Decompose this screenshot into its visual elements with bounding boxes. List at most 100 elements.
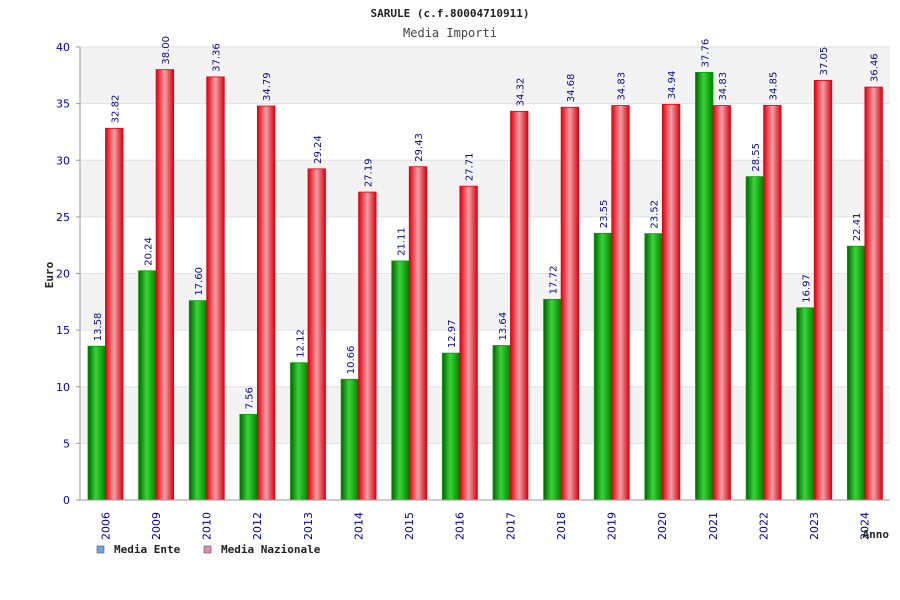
x-tick-label: 2023 — [808, 512, 821, 540]
value-label: 37.36 — [212, 43, 223, 72]
bar-media-nazionale-2019 — [611, 105, 630, 501]
bar-media-ente-2015 — [391, 260, 410, 501]
bar-media-nazionale-2023 — [813, 80, 833, 501]
bars — [87, 69, 883, 501]
y-tick-label: 15 — [56, 324, 70, 337]
bar-media-nazionale-2021 — [712, 105, 731, 501]
legend: Media Ente Media Nazionale — [96, 543, 321, 556]
y-tick-label: 10 — [56, 381, 70, 394]
value-label: 34.32 — [515, 78, 526, 107]
value-label: 17.72 — [548, 266, 559, 295]
bar-media-nazionale-2006 — [105, 127, 124, 501]
x-tick-label: 2010 — [201, 512, 214, 540]
bar-media-ente-2021 — [695, 71, 714, 501]
x-tick-label: 2015 — [403, 512, 416, 540]
bar-media-ente-2006 — [87, 345, 106, 501]
value-label: 10.66 — [346, 346, 357, 375]
legend-swatch-media-nazionale — [203, 545, 212, 554]
value-label: 29.24 — [313, 135, 324, 164]
y-tick-label: 30 — [56, 154, 70, 167]
x-tick-label: 2019 — [606, 512, 619, 540]
y-axis-label: Euro — [43, 261, 56, 288]
bar-media-nazionale-2010 — [206, 76, 225, 501]
value-label: 27.71 — [465, 153, 476, 182]
value-label: 37.76 — [700, 39, 711, 68]
value-label: 28.55 — [751, 143, 762, 172]
y-tick-label: 5 — [63, 437, 70, 450]
y-tick-label: 40 — [56, 41, 70, 54]
bar-media-ente-2013 — [290, 362, 309, 501]
x-tick-label: 2006 — [99, 512, 112, 540]
value-label: 27.19 — [363, 158, 374, 187]
bar-media-ente-2022 — [745, 176, 765, 501]
value-label: 23.52 — [650, 200, 661, 229]
value-label: 34.83 — [617, 72, 628, 101]
bar-media-ente-2024 — [846, 245, 866, 501]
x-tick-label: 2013 — [302, 512, 315, 540]
legend-label-media-nazionale: Media Nazionale — [221, 543, 321, 556]
bar-media-ente-2012 — [239, 413, 258, 501]
bar-media-ente-2009 — [138, 270, 157, 501]
value-label: 23.55 — [599, 200, 610, 229]
x-tick-label: 2016 — [454, 512, 467, 540]
bar-media-ente-2023 — [796, 307, 815, 501]
x-tick-label: 2021 — [707, 512, 720, 540]
value-label: 34.85 — [768, 72, 779, 101]
value-label: 34.83 — [718, 72, 729, 101]
bar-media-nazionale-2017 — [510, 110, 529, 501]
value-label: 29.43 — [414, 133, 425, 162]
value-label: 12.97 — [447, 319, 458, 348]
value-label: 34.79 — [262, 72, 273, 101]
legend-swatch-media-ente — [96, 545, 105, 554]
y-tick-label: 35 — [56, 98, 70, 111]
y-axis-ticks: 0 5 10 15 20 25 30 35 40 — [56, 41, 80, 507]
value-label: 36.46 — [870, 53, 881, 82]
bar-media-nazionale-2012 — [256, 105, 276, 501]
x-tick-label: 2009 — [150, 512, 163, 540]
bar-media-ente-2019 — [593, 232, 613, 501]
chart-title: SARULE (c.f.80004710911) — [371, 7, 530, 20]
bar-media-nazionale-2014 — [358, 191, 377, 501]
x-axis-ticks: 2006 2009 2010 2012 2013 2014 2015 2016 2017 2018… — [99, 512, 871, 540]
value-label: 17.60 — [194, 267, 205, 296]
x-tick-label: 2018 — [555, 512, 568, 540]
bar-media-ente-2010 — [188, 300, 208, 501]
value-label: 13.64 — [498, 312, 509, 341]
bar-media-nazionale-2009 — [155, 69, 175, 501]
legend-label-media-ente: Media Ente — [114, 543, 181, 556]
value-label: 12.12 — [295, 329, 306, 358]
value-label: 13.58 — [93, 313, 104, 342]
bar-media-nazionale-2024 — [864, 86, 883, 501]
y-tick-label: 20 — [56, 268, 70, 281]
x-tick-label: 2014 — [352, 512, 365, 540]
value-label: 20.24 — [143, 237, 154, 266]
y-tick-label: 0 — [63, 494, 70, 507]
x-tick-label: 2024 — [859, 512, 872, 540]
bar-media-ente-2018 — [543, 298, 562, 501]
y-tick-label: 25 — [56, 211, 70, 224]
x-tick-label: 2022 — [757, 512, 770, 540]
value-label: 38.00 — [161, 36, 172, 65]
chart-subtitle: Media Importi — [403, 26, 497, 40]
x-axis-label: Anno — [863, 528, 890, 541]
bar-media-nazionale-2016 — [459, 185, 478, 501]
value-label: 7.56 — [245, 387, 256, 409]
bar-media-ente-2020 — [644, 233, 663, 501]
bar-media-nazionale-2013 — [307, 168, 326, 501]
x-tick-label: 2020 — [656, 512, 669, 540]
bar-media-ente-2017 — [492, 345, 511, 501]
value-label: 34.94 — [667, 71, 678, 100]
x-tick-label: 2017 — [504, 512, 517, 540]
bar-media-nazionale-2020 — [661, 103, 681, 501]
bar-media-ente-2014 — [340, 378, 360, 501]
bar-media-nazionale-2022 — [763, 104, 782, 501]
value-label: 32.82 — [110, 95, 121, 124]
bar-media-ente-2016 — [441, 352, 461, 501]
value-label: 21.11 — [397, 227, 408, 256]
bar-media-nazionale-2015 — [408, 166, 428, 501]
value-labels: 13.58 32.82 20.24 38.00 17.60 37.36 7.56 34.79 1… — [93, 36, 881, 409]
value-label: 37.05 — [819, 47, 830, 76]
x-tick-label: 2012 — [251, 512, 264, 540]
value-label: 34.68 — [566, 74, 577, 103]
